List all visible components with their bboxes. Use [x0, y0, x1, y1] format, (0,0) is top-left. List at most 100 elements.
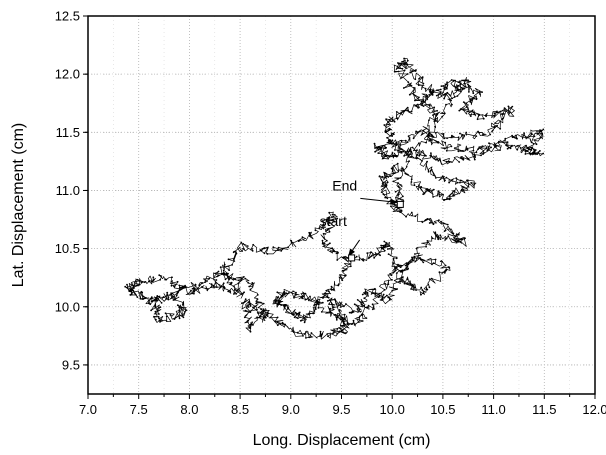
data-point [496, 110, 498, 113]
data-point [460, 188, 463, 191]
data-point [361, 320, 364, 322]
data-point [505, 110, 508, 112]
data-point [450, 145, 453, 148]
annotation-arrow [360, 197, 399, 205]
data-point [179, 286, 181, 289]
x-tick-label: 11.5 [532, 402, 556, 417]
data-point [331, 247, 333, 250]
data-point [391, 155, 393, 158]
x-tick-label: 9.0 [282, 402, 300, 417]
data-point [410, 155, 413, 158]
data-point [247, 282, 250, 284]
data-point [494, 144, 497, 147]
data-point [237, 279, 240, 282]
data-point [408, 93, 411, 96]
data-point [373, 142, 376, 145]
data-point [387, 139, 390, 142]
data-point [132, 285, 135, 287]
data-point [396, 288, 398, 290]
data-point [249, 288, 252, 291]
data-point [433, 106, 436, 109]
data-point [389, 298, 391, 301]
data-point [496, 124, 498, 127]
data-point [377, 152, 380, 155]
data-point [383, 240, 386, 243]
data-point [440, 220, 442, 223]
data-point [437, 141, 440, 143]
y-tick-label: 10.5 [55, 241, 80, 256]
data-point [432, 196, 434, 198]
data-point [164, 278, 167, 281]
data-point [358, 259, 361, 261]
data-point [453, 190, 456, 192]
data-point [374, 150, 376, 153]
data-point [398, 146, 401, 148]
data-point [428, 134, 431, 137]
data-point [332, 216, 334, 218]
data-point [472, 149, 475, 152]
x-tick-label: 8.5 [231, 402, 249, 417]
data-point [465, 131, 468, 134]
data-point [422, 101, 425, 103]
data-point [346, 322, 349, 324]
data-point [406, 262, 408, 265]
data-point [326, 229, 329, 232]
data-point [436, 109, 438, 112]
data-point [316, 299, 318, 302]
data-point [374, 287, 376, 290]
data-point [287, 307, 289, 310]
data-point [403, 281, 406, 283]
data-point [389, 175, 392, 177]
data-point [343, 256, 345, 258]
data-point [176, 304, 179, 307]
data-point [157, 315, 160, 318]
data-point [330, 312, 333, 314]
data-point [340, 330, 343, 333]
data-point [453, 236, 455, 239]
data-point [410, 181, 413, 183]
data-point [241, 250, 244, 252]
data-point [415, 157, 418, 160]
data-point [426, 188, 429, 191]
data-point [402, 195, 404, 198]
data-point [416, 131, 419, 134]
data-point [190, 289, 192, 292]
data-point [403, 57, 405, 60]
data-point [284, 323, 287, 326]
data-point [290, 239, 293, 242]
data-point [414, 215, 417, 218]
data-point [227, 272, 229, 275]
data-point [394, 149, 396, 151]
data-point [329, 242, 331, 245]
data-point [297, 317, 299, 320]
data-point [303, 295, 306, 297]
data-point [130, 293, 133, 296]
data-point [344, 275, 347, 277]
data-point [394, 155, 396, 158]
data-point [420, 293, 422, 296]
data-point [467, 83, 469, 86]
data-point [341, 269, 344, 272]
data-point [469, 101, 472, 103]
data-point [248, 285, 251, 288]
data-point [382, 157, 385, 160]
data-point [256, 294, 259, 296]
data-point [412, 93, 415, 96]
data-point [432, 91, 435, 94]
data-point [386, 197, 389, 200]
data-point [415, 130, 417, 133]
data-point [139, 297, 142, 300]
x-tick-label: 11.0 [481, 402, 505, 417]
data-point [485, 115, 487, 118]
data-point [385, 118, 388, 121]
data-point [428, 278, 431, 280]
data-point [323, 243, 326, 245]
data-point [269, 316, 272, 319]
data-point [540, 130, 542, 133]
data-point [477, 130, 479, 133]
data-point [456, 95, 459, 97]
grid [87, 15, 596, 394]
data-point [446, 87, 448, 90]
data-point [252, 243, 255, 246]
data-point [266, 253, 269, 255]
